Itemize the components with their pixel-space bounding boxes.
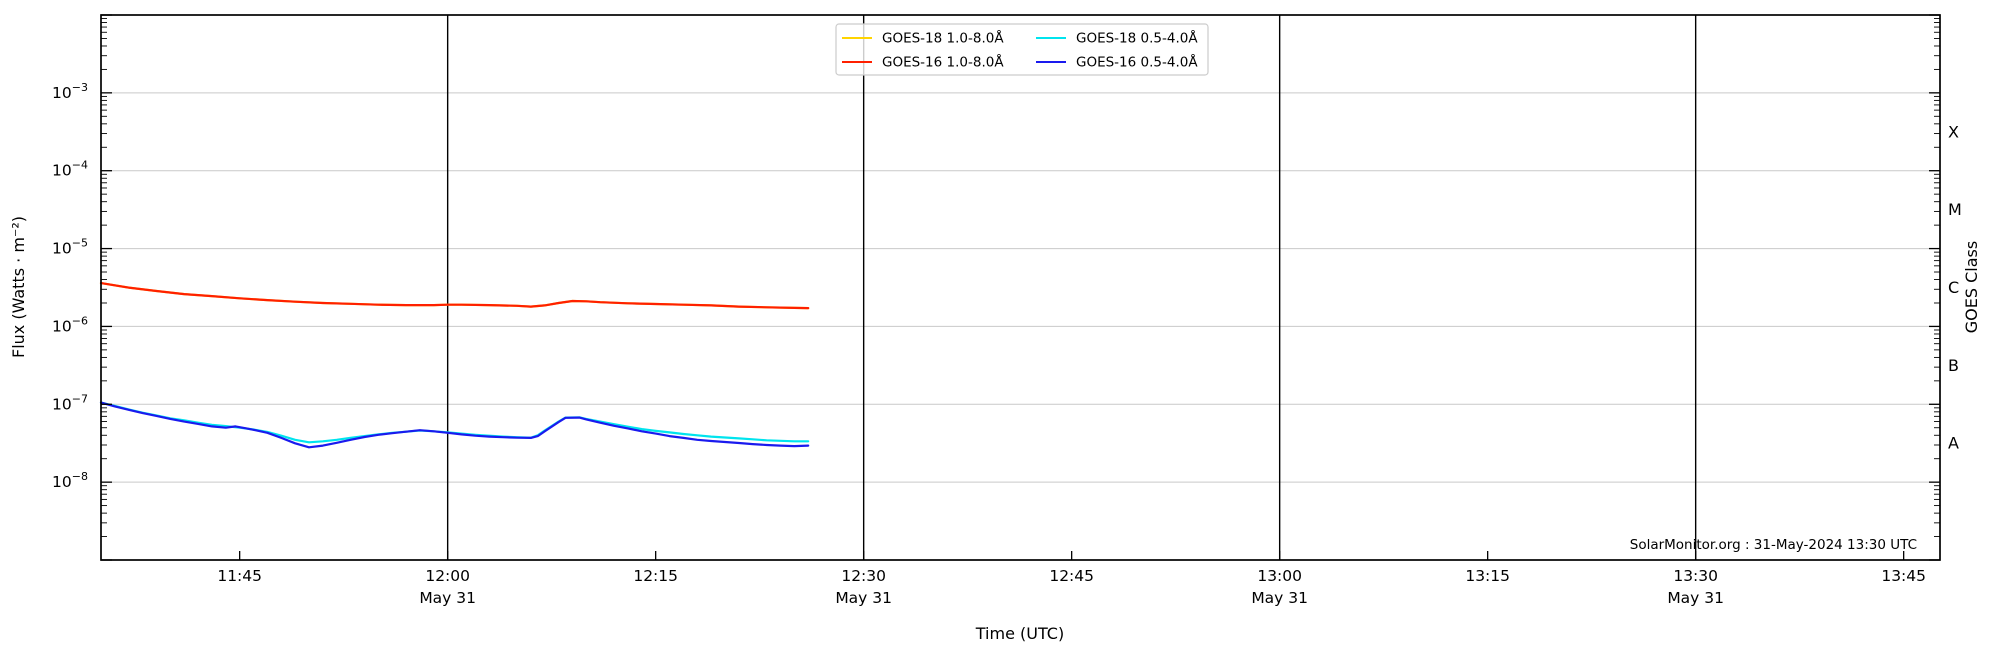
x-axis-title: Time (UTC) — [975, 624, 1064, 643]
right-axis-title: GOES Class — [1962, 241, 1981, 333]
goes-class-x: X — [1948, 122, 1959, 141]
x-tick-label: 12:30 — [841, 567, 886, 585]
goes-class-letters: X M C B A — [1948, 122, 1962, 452]
flux-curves — [99, 282, 810, 449]
solarmonitor-watermark: SolarMonitor.org : 31-May-2024 13:30 UTC — [1630, 537, 1917, 553]
goes-class-c: C — [1948, 278, 1959, 297]
legend-box — [835, 23, 1209, 76]
legend: GOES-18 1.0-8.0Å GOES-16 1.0-8.0Å GOES-18 … — [835, 23, 1209, 76]
x-tick-label: 13:30 — [1673, 567, 1718, 585]
x-tick-label: 12:00 — [425, 567, 470, 585]
y-axis-title: Flux (Watts · m⁻²) — [9, 216, 28, 358]
decade-gridlines — [101, 92, 1940, 483]
day-marker-lines — [446, 15, 1697, 560]
goes-class-a: A — [1948, 434, 1959, 453]
curve-goes-18-0.5-4.0å — [99, 401, 810, 444]
legend-label: GOES-16 1.0-8.0Å — [882, 54, 1004, 71]
x-tick-date: May 31 — [1667, 589, 1724, 607]
goes-class-m: M — [1948, 200, 1962, 219]
x-tick-label: 11:45 — [217, 567, 262, 585]
y-tick-label: 10−8 — [52, 470, 88, 491]
y-tick-label: 10−5 — [52, 237, 88, 258]
x-tick-labels: 11:45 12:00 May 31 12:15 12:30 May 31 12:45 13:… — [217, 567, 1926, 607]
y-tick-labels: 10−3 10−4 10−5 10−6 10−7 10−8 — [52, 81, 88, 491]
curve-goes-16-1.0-8.0å — [99, 282, 810, 310]
y-tick-label: 10−6 — [52, 314, 88, 335]
x-tick-label: 13:00 — [1257, 567, 1302, 585]
x-tick-label: 12:15 — [633, 567, 678, 585]
y-tick-label: 10−3 — [52, 81, 88, 102]
curve-goes-16-0.5-4.0å — [99, 401, 810, 449]
legend-label: GOES-18 1.0-8.0Å — [882, 30, 1004, 47]
y-tick-label: 10−7 — [52, 392, 88, 413]
axis-ticks — [101, 14, 1940, 561]
goes-class-b: B — [1948, 356, 1959, 375]
plot-border — [100, 14, 1941, 561]
x-tick-label: 13:15 — [1465, 567, 1510, 585]
x-tick-date: May 31 — [835, 589, 892, 607]
legend-label: GOES-16 0.5-4.0Å — [1076, 54, 1198, 71]
x-tick-date: May 31 — [419, 589, 476, 607]
x-tick-label: 12:45 — [1049, 567, 1094, 585]
legend-label: GOES-18 0.5-4.0Å — [1076, 30, 1198, 47]
y-tick-label: 10−4 — [52, 159, 88, 180]
x-tick-date: May 31 — [1251, 589, 1308, 607]
x-tick-label: 13:45 — [1881, 567, 1926, 585]
